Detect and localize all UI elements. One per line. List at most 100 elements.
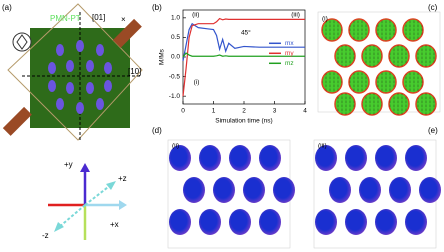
- arrow-head: [80, 163, 90, 172]
- domain: [359, 177, 381, 203]
- domain: [229, 145, 251, 171]
- panel-d: (d) (ii): [152, 126, 295, 249]
- domain-array: [169, 145, 295, 235]
- domain: [229, 209, 251, 235]
- panel-label: (a): [2, 3, 12, 12]
- nanomagnet: [66, 60, 74, 72]
- x-tick-label: 3: [273, 108, 277, 115]
- spin-texture: [335, 93, 355, 115]
- axis-name: +y: [64, 160, 73, 169]
- spin-texture: [362, 93, 382, 115]
- spin-texture: [335, 45, 355, 67]
- x-tick-label: 1: [212, 108, 216, 115]
- nanomagnet: [48, 62, 56, 74]
- domain: [199, 145, 221, 171]
- spin-texture: [416, 93, 436, 115]
- panel-label: (d): [152, 126, 162, 135]
- arrow-head: [119, 200, 127, 210]
- nanomagnet: [48, 80, 56, 92]
- axis-neg-z: [57, 204, 86, 229]
- domain: [375, 209, 397, 235]
- y-tick-label: 0.0: [171, 54, 180, 61]
- electrode: [112, 18, 142, 48]
- panel-label: (c): [428, 3, 438, 12]
- axis-name: +x: [110, 220, 119, 229]
- nanomagnet: [96, 98, 104, 110]
- spin-texture: [403, 19, 423, 41]
- nanomagnet: [56, 98, 64, 110]
- x-tick-label: 2: [242, 108, 246, 115]
- domain: [389, 177, 411, 203]
- spin-texture: [322, 71, 342, 93]
- nanomagnet: [66, 82, 74, 94]
- state-label: (i): [322, 16, 328, 23]
- panel-e: (e) (iii): [313, 126, 441, 249]
- panel-a: (a) PMN-PT [01] × [10]: [2, 3, 143, 141]
- panel-label: (b): [152, 3, 162, 12]
- domain: [315, 209, 337, 235]
- spin-texture: [376, 19, 396, 41]
- nanomagnet: [104, 80, 112, 92]
- nanomagnet: [76, 40, 84, 52]
- domain: [273, 177, 295, 203]
- arrow-head: [106, 181, 116, 190]
- arrow-head: [54, 222, 64, 232]
- x-tick-label: 4: [303, 108, 307, 115]
- substrate-label: PMN-PT: [50, 14, 81, 23]
- domain: [329, 177, 351, 203]
- axis-z: [84, 183, 113, 206]
- spin-texture: [389, 93, 409, 115]
- annotation: (iii): [291, 11, 300, 18]
- panel-label: (e): [428, 126, 438, 135]
- y-axis-label: M/Ms: [159, 48, 166, 65]
- source-symbol: [16, 34, 28, 50]
- series-line: [182, 22, 305, 62]
- dot-array: [48, 40, 112, 114]
- domain-array: [315, 145, 441, 235]
- nanomagnet: [86, 82, 94, 94]
- domain: [259, 209, 281, 235]
- state-label: (ii): [172, 143, 179, 150]
- nanomagnet: [76, 102, 84, 114]
- legend-label: my: [285, 50, 294, 57]
- series-line: [182, 17, 305, 97]
- series-line: [182, 52, 305, 58]
- y-tick-label: -0.5: [169, 73, 181, 80]
- spin-texture: [322, 19, 342, 41]
- y-tick-label: 1.0: [171, 15, 180, 22]
- axis-label: [01]: [92, 13, 105, 22]
- nanomagnet: [56, 44, 64, 56]
- panel-c: (c) (i): [317, 3, 441, 116]
- legend-label: mx: [285, 40, 294, 47]
- domain: [183, 177, 205, 203]
- domain: [169, 209, 191, 235]
- domain-array: [321, 18, 437, 116]
- spin-texture: [349, 19, 369, 41]
- axis-label: [10]: [128, 67, 141, 76]
- spin-texture: [349, 71, 369, 93]
- spin-texture: [416, 45, 436, 67]
- y-tick-label: 0.5: [171, 34, 180, 41]
- domain: [315, 145, 337, 171]
- domain: [405, 209, 427, 235]
- annotation: 45°: [241, 28, 251, 36]
- reference-axes: +y +z +x -z: [42, 160, 127, 240]
- wire: [7, 3, 143, 141]
- domain: [259, 145, 281, 171]
- domain: [243, 177, 265, 203]
- domain: [199, 209, 221, 235]
- cross-label: ×: [121, 15, 126, 24]
- domain: [419, 177, 441, 203]
- plot-frame: [182, 9, 306, 105]
- state-label: (iii): [318, 143, 327, 150]
- spin-texture: [389, 45, 409, 67]
- x-axis-label: Simulation time (ns): [215, 118, 272, 125]
- nanomagnet: [104, 62, 112, 74]
- domain: [345, 209, 367, 235]
- domain: [375, 145, 397, 171]
- domain: [405, 145, 427, 171]
- x-tick-label: 0: [181, 108, 185, 115]
- domain: [169, 145, 191, 171]
- spin-texture: [362, 45, 382, 67]
